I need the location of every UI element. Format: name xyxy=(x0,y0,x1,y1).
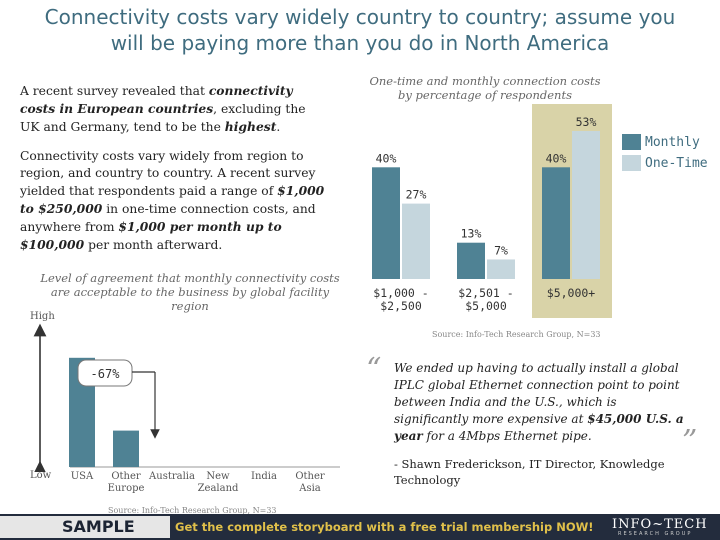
page-title-line2: will be paying more than you do in North… xyxy=(110,31,610,55)
quote-text: We ended up having to actually install a… xyxy=(394,360,684,445)
label-one-time-1-000-2-500: 27% xyxy=(406,188,427,202)
cost-chart: 40% 27% 13% 7% 40% 53% xyxy=(372,115,600,279)
agreement-title-line2: are acceptable to the business by global… xyxy=(50,285,330,299)
para1-bold1: connectivity costs in European countries xyxy=(20,83,293,116)
agreement-bar-other-europe xyxy=(113,430,139,467)
quote-text1: We ended up having to actually install a… xyxy=(394,361,680,426)
cost-category-1-000-2-500: $1,000 - $2,500 xyxy=(373,286,429,313)
sample-label: SAMPLE xyxy=(62,517,135,536)
legend-label-monthly: Monthly xyxy=(645,134,700,150)
agreement-category-other-europe: Other Europe xyxy=(107,471,145,494)
agreement-title-line1: Level of agreement that monthly connecti… xyxy=(40,271,340,285)
infotech-logo-sub: RESEARCH GROUP xyxy=(618,531,693,537)
bar-monthly-5-000 xyxy=(542,167,570,279)
cost-range-paragraph: Connectivity costs vary widely from regi… xyxy=(20,148,325,254)
survey-paragraph: A recent survey revealed that connectivi… xyxy=(20,82,320,136)
agreement-source: Source: Info-Tech Research Group, N=33 xyxy=(108,506,277,515)
bar-monthly-1-000-2-500 xyxy=(372,167,400,279)
legend-label-one-time: One-Time xyxy=(645,155,708,171)
label-monthly-5-000: 40% xyxy=(546,151,567,165)
legend-swatch-monthly xyxy=(622,134,641,150)
label-one-time-5-000: 53% xyxy=(576,115,597,129)
open-quote-icon: “ xyxy=(366,352,382,387)
para2-bold2: $1,000 per month up to $100,000 xyxy=(20,219,282,252)
axis-high-label: High xyxy=(30,311,55,322)
agreement-chart: -67% xyxy=(33,323,340,472)
agreement-category-other-asia: Other Asia xyxy=(295,471,325,494)
agreement-chart-title: Level of agreement that monthly connecti… xyxy=(40,271,340,313)
footer-bar: SAMPLE Get the complete storyboard with … xyxy=(0,514,720,540)
para1-text2: , excluding the UK and Germany, tend to … xyxy=(20,102,306,134)
para1-text1: A recent survey revealed that xyxy=(20,84,209,98)
legend-item-one-time: One-Time xyxy=(622,155,708,171)
bar-one-time-5-000 xyxy=(572,131,600,279)
label-monthly-2-501-5-000: 13% xyxy=(461,227,482,241)
label-one-time-2-501-5-000: 7% xyxy=(494,243,508,257)
cost-chart-title: One-time and monthly connection costs by… xyxy=(345,74,625,102)
bar-monthly-2-501-5-000 xyxy=(457,242,485,279)
cost-bars: 40% 27% 13% 7% 40% 53% xyxy=(372,115,600,279)
quote-attribution: - Shawn Frederickson, IT Director, Knowl… xyxy=(394,457,665,487)
cost-category-2-501-5-000: $2,501 - $5,000 xyxy=(458,286,514,313)
agreement-category-australia: Australia xyxy=(149,471,195,482)
callout-box xyxy=(77,359,133,387)
agreement-category-usa: USA xyxy=(70,471,94,482)
sample-badge xyxy=(0,516,170,538)
cost-source: Source: Info-Tech Research Group, N=33 xyxy=(432,330,601,339)
para2-bold1: $1,000 to $250,000 xyxy=(20,183,325,216)
bar-one-time-1-000-2-500 xyxy=(402,203,430,279)
axis-low-label: Low xyxy=(30,470,52,481)
close-quote-icon: ” xyxy=(682,424,698,459)
cost-title-line2: by percentage of respondents xyxy=(398,88,572,102)
para2-text1: Connectivity costs vary widely from regi… xyxy=(20,149,316,198)
agreement-title-line3: region xyxy=(171,299,209,313)
agreement-category-india: India xyxy=(251,471,277,482)
para1-text3: . xyxy=(276,120,281,134)
trial-cta-link[interactable]: Get the complete storyboard with a free … xyxy=(175,520,594,534)
callout-value: -67% xyxy=(91,367,121,381)
page-title-line1: Connectivity costs vary widely country t… xyxy=(44,5,676,29)
legend: Monthly One-Time xyxy=(622,134,708,171)
infotech-logo: INFO~TECH xyxy=(612,517,708,532)
page-title: Connectivity costs vary widely country t… xyxy=(0,4,720,56)
quote-text2: for a 4Mbps Ethernet pipe. xyxy=(422,429,592,443)
agreement-category-new-zealand: New Zealand xyxy=(197,471,239,494)
legend-item-monthly: Monthly xyxy=(622,134,708,150)
cost-title-line1: One-time and monthly connection costs xyxy=(369,74,601,88)
label-monthly-1-000-2-500: 40% xyxy=(376,151,397,165)
quote-bold: $45,000 U.S. a year xyxy=(394,412,684,443)
para2-text2: in one-time connection costs, and anywhe… xyxy=(20,202,316,234)
legend-swatch-one-time xyxy=(622,155,641,171)
cost-category-5-000: $5,000+ xyxy=(546,286,596,300)
bar-one-time-2-501-5-000 xyxy=(487,259,515,279)
para1-bold2: highest xyxy=(224,119,277,134)
para2-text3: per month afterward. xyxy=(84,238,223,252)
